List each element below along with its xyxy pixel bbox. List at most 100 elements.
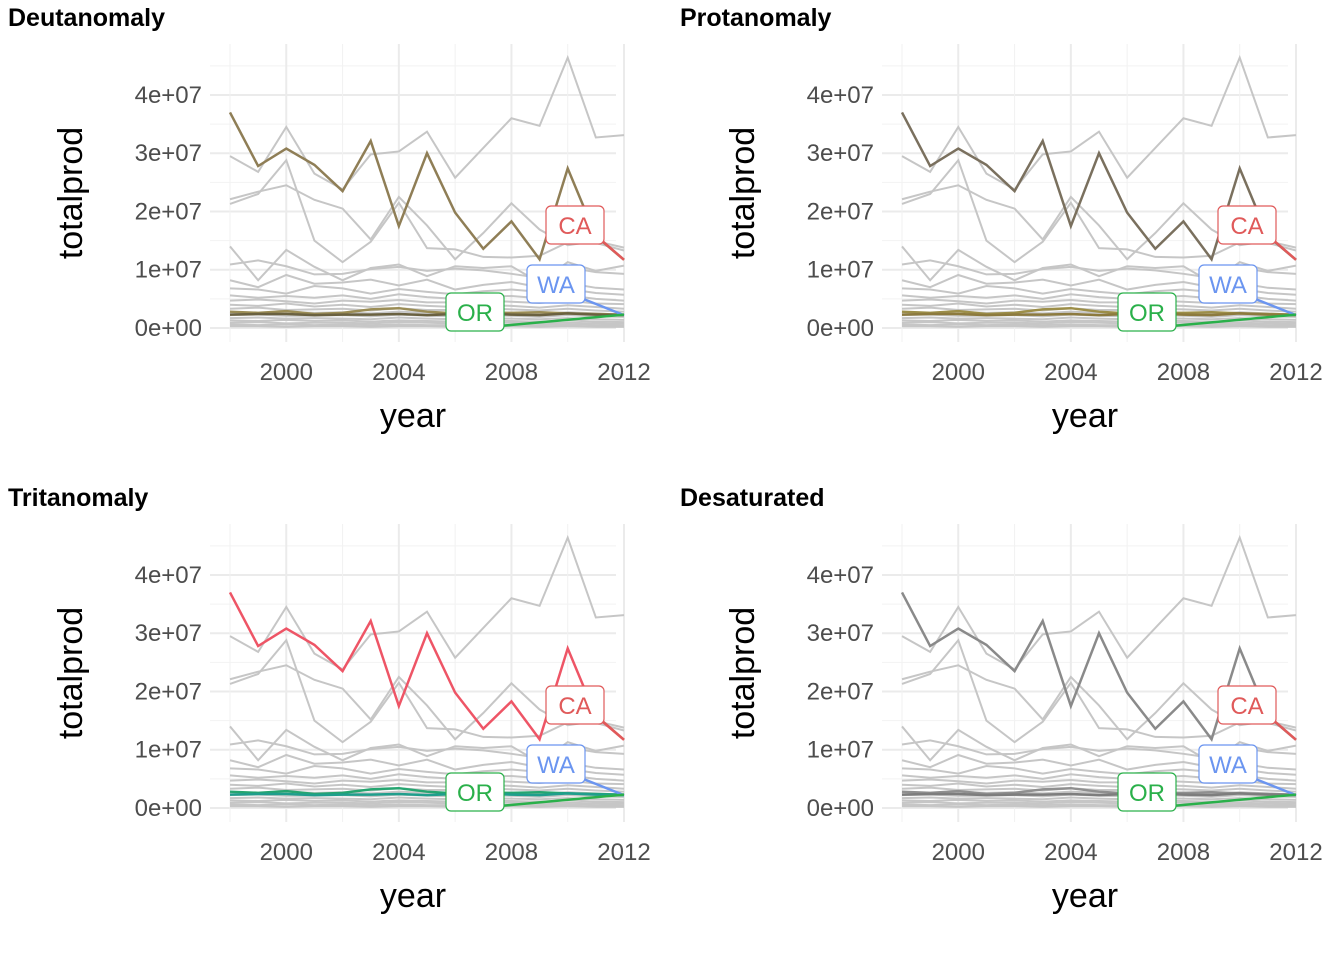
x-tick-label: 2000 [932,839,985,866]
background-series-line [901,306,1297,313]
series-line-ca [228,591,625,742]
y-tick-label: 1e+07 [135,737,202,764]
label-box-ca [545,205,605,245]
x-axis-title: year [380,397,446,435]
background-series-line [230,325,624,328]
label-leader-wa [580,296,625,317]
y-tick-label: 2e+07 [135,678,202,705]
label-box-ca [1217,205,1277,245]
x-tick-labels: 2000 2004 2008 2012 [932,359,1323,386]
label-leader-or [499,313,625,328]
background-series-line [229,782,625,790]
background-series-line [902,325,1296,328]
y-tick-label: 2e+07 [807,198,874,225]
series-labels: CA WA OR [445,205,625,332]
series-line-wa [901,792,1297,797]
x-tick-label: 2000 [260,839,313,866]
background-series [229,534,625,808]
x-tick-label: 2008 [1157,839,1210,866]
label-text-or: OR [1129,780,1165,807]
background-series-line [901,638,1297,744]
background-series-line [901,786,1297,793]
label-box-wa [1198,264,1258,304]
background-series-line [901,534,1297,671]
background-series-line [229,638,625,744]
background-series [901,54,1297,328]
background-series-line [901,323,1297,327]
label-box-ca [1217,685,1277,725]
y-tick-labels: 0e+00 1e+07 2e+07 3e+07 4e+07 [135,82,202,342]
y-tick-label: 0e+00 [135,315,202,342]
y-tick-label: 3e+07 [807,620,874,647]
x-tick-label: 2008 [485,839,538,866]
label-leader-or [1171,793,1297,808]
label-text-wa: WA [537,272,575,299]
background-series-line [229,158,625,264]
x-axis-title: year [1052,877,1118,915]
label-text-wa: WA [1209,272,1247,299]
highlighted-series [228,591,625,797]
x-tick-label: 2000 [260,359,313,386]
y-tick-label: 0e+00 [807,795,874,822]
x-tick-label: 2008 [485,359,538,386]
y-axis-title: totalprod [724,607,762,739]
label-box-ca [545,685,605,725]
background-series-line [901,302,1297,310]
label-leader-ca [599,238,625,261]
label-leader-ca [599,718,625,741]
y-axis-title: totalprod [52,607,90,739]
label-text-or: OR [457,780,493,807]
background-series-line [229,321,625,325]
x-tick-label: 2000 [932,359,985,386]
label-leader-ca [1271,238,1297,261]
background-series-line [229,323,625,327]
x-axis-title: year [1052,397,1118,435]
series-line-wa [229,792,625,797]
panel-title: Protanomaly [680,4,832,32]
y-tick-label: 1e+07 [807,257,874,284]
highlighted-series [228,111,625,317]
panel-deutanomaly: Deutanomaly year totalprod 0e+00 1e+07 2e+… [8,4,651,435]
background-series-line [901,801,1297,805]
y-tick-label: 2e+07 [135,198,202,225]
highlighted-series [900,591,1297,797]
background-series-line [229,306,625,313]
background-series-line [901,321,1297,325]
x-tick-labels: 2000 2004 2008 2012 [260,359,651,386]
y-tick-label: 4e+07 [807,82,874,109]
background-series-line [901,803,1297,807]
series-labels: CA WA OR [1117,685,1297,812]
y-tick-labels: 0e+00 1e+07 2e+07 3e+07 4e+07 [135,562,202,822]
y-tick-label: 3e+07 [135,140,202,167]
y-tick-label: 1e+07 [135,257,202,284]
x-tick-label: 2004 [372,359,425,386]
label-leader-wa [1252,776,1297,797]
label-text-ca: CA [558,213,591,240]
y-tick-label: 0e+00 [807,315,874,342]
label-text-ca: CA [558,693,591,720]
background-series-line [229,54,625,191]
y-tick-labels: 0e+00 1e+07 2e+07 3e+07 4e+07 [807,562,874,822]
label-text-or: OR [1129,300,1165,327]
x-tick-label: 2008 [1157,359,1210,386]
x-tick-label: 2004 [1044,839,1097,866]
x-tick-label: 2012 [1269,359,1322,386]
label-text-or: OR [457,300,493,327]
panel-protanomaly: Protanomaly year totalprod 0e+00 1e+07 2e+… [680,4,1323,435]
background-series-line [229,801,625,805]
y-tick-label: 4e+07 [135,82,202,109]
y-tick-labels: 0e+00 1e+07 2e+07 3e+07 4e+07 [807,82,874,342]
label-text-wa: WA [1209,752,1247,779]
x-tick-label: 2012 [597,359,650,386]
series-line-wa [901,312,1297,317]
series-line-ca [900,111,1297,262]
panel-title: Desaturated [680,484,825,512]
panel-tritanomaly: Tritanomaly year totalprod 0e+00 1e+07 2e+… [8,484,651,915]
panel-title: Deutanomaly [8,4,165,32]
y-tick-label: 3e+07 [135,620,202,647]
background-series-line [229,302,625,310]
x-tick-labels: 2000 2004 2008 2012 [932,839,1323,866]
label-box-wa [526,744,586,784]
label-leader-wa [1252,296,1297,317]
